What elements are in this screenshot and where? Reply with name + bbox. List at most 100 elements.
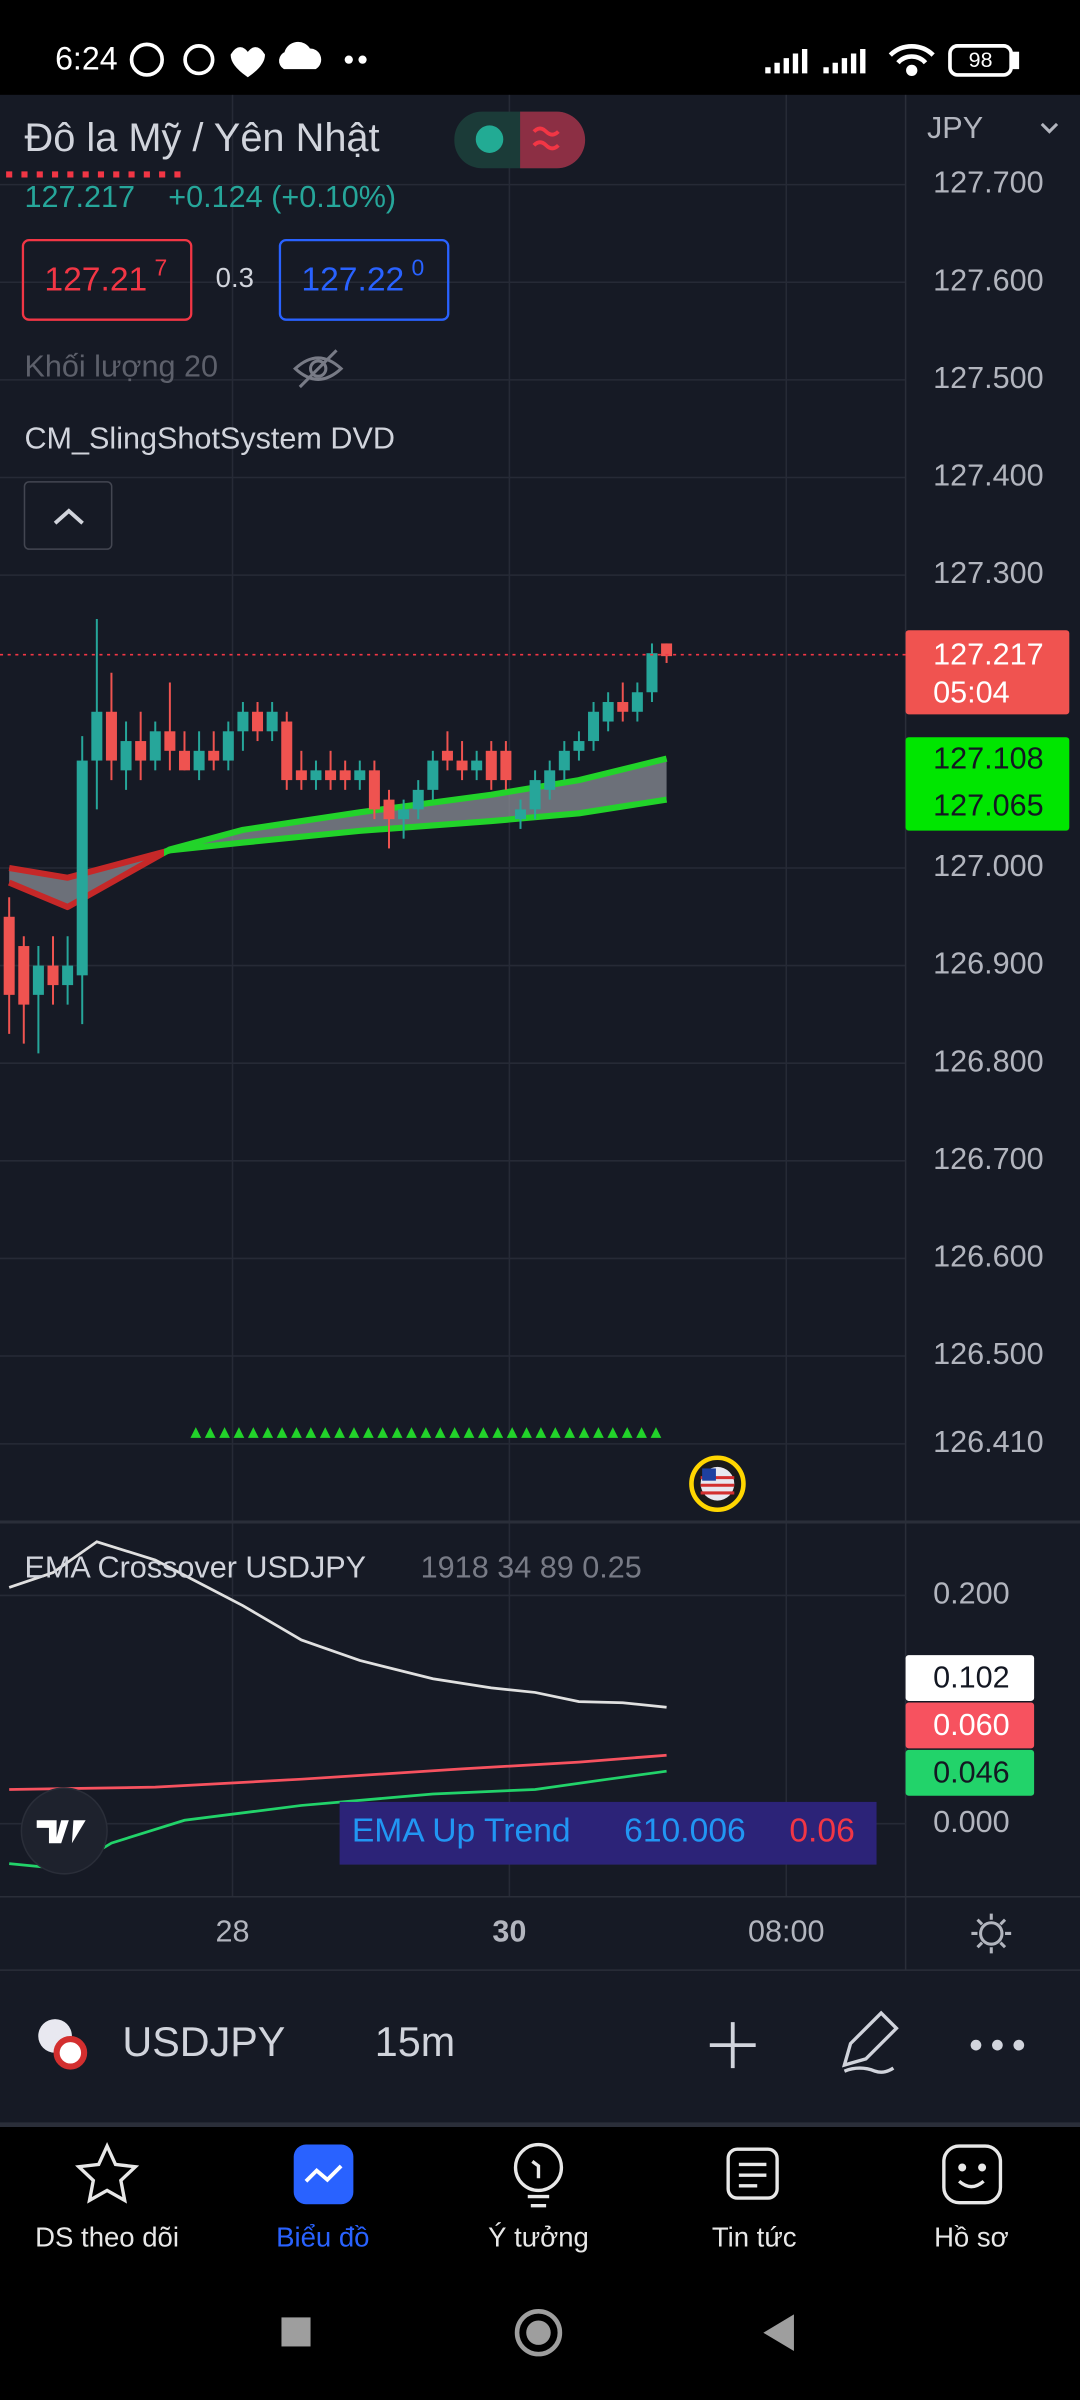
candle-body — [398, 809, 410, 820]
nav-label[interactable]: DS theo dõi — [35, 2222, 179, 2253]
collapse-button[interactable] — [23, 481, 113, 550]
tv-mark — [36, 1820, 86, 1844]
status-icons — [129, 41, 1020, 78]
osc-tick-label: 0.200 — [933, 1577, 1010, 1611]
candle-body — [500, 750, 512, 781]
interval[interactable]: 15m — [375, 2019, 455, 2065]
profile-icon[interactable] — [942, 2144, 1003, 2205]
candle-body — [529, 780, 541, 810]
battery: 98 — [969, 48, 993, 72]
symbol-title[interactable]: Đô la Mỹ / Yên Nhật — [24, 116, 379, 160]
grid — [0, 94, 906, 1897]
candle-body — [295, 770, 307, 781]
clock: 6:24 — [55, 41, 118, 77]
candle-body — [3, 916, 15, 995]
candle-body — [47, 965, 59, 986]
candle-body — [631, 692, 643, 712]
nav-label[interactable]: Biểu đồ — [276, 2222, 369, 2253]
candle-body — [208, 750, 220, 761]
nav-label[interactable]: Ý tưởng — [488, 2222, 589, 2253]
slingshot-indicator[interactable]: CM_SlingShotSystem DVD — [24, 422, 394, 456]
ideas-icon[interactable] — [513, 2142, 564, 2208]
ema-slow-label: 127.065 — [933, 789, 1044, 823]
sell-button[interactable] — [21, 239, 193, 321]
wave-icon — [532, 126, 560, 151]
more-button[interactable] — [970, 2039, 1025, 2051]
countdown: 05:04 — [933, 676, 1010, 710]
symbol-flag-2 — [53, 2035, 88, 2070]
candle-body — [222, 731, 234, 761]
watchlist-icon[interactable] — [75, 2142, 140, 2204]
nav-bg — [0, 2123, 1080, 2400]
candle-body — [266, 711, 278, 732]
last-price: 127.217 — [24, 180, 135, 214]
price-tick-label: 126.900 — [933, 947, 1044, 981]
last-price-box — [905, 630, 1070, 715]
currency[interactable]: JPY — [927, 111, 983, 145]
candle-body — [485, 750, 497, 781]
candle-body — [32, 965, 44, 995]
price-change: +0.124 (+0.10%) — [168, 180, 396, 214]
candle-body — [383, 799, 395, 820]
volume-indicator[interactable]: Khối lượng 20 — [24, 350, 218, 384]
draw-button[interactable] — [841, 2010, 899, 2074]
trend-text: EMA Up Trend — [352, 1812, 571, 1849]
price-axis: 127.700 127.600 127.500 127.400 127.300 127.0… — [933, 166, 1044, 1459]
price-tick-label: 126.500 — [933, 1337, 1044, 1371]
news-icon[interactable] — [726, 2147, 779, 2200]
candle-body — [602, 702, 614, 722]
candle-body — [558, 750, 570, 771]
candle-body — [120, 741, 132, 771]
status-pill — [520, 111, 586, 169]
candle-body — [368, 770, 380, 810]
candle-body — [544, 770, 556, 790]
osc-title[interactable]: EMA Crossover USDJPY — [24, 1550, 366, 1584]
recents-button[interactable] — [281, 2317, 311, 2347]
time-label: 08:00 — [748, 1915, 825, 1949]
spread: 0.3 — [216, 262, 254, 293]
candles — [3, 619, 673, 1054]
price-tick-label: 127.600 — [933, 263, 1044, 297]
osc-tick-label: 0.000 — [933, 1805, 1010, 1839]
sell-pip: 7 — [155, 254, 168, 280]
candle-body — [237, 711, 249, 732]
candle-body — [193, 750, 205, 771]
back-button[interactable] — [763, 2314, 794, 2352]
nav-label[interactable]: Hồ sơ — [934, 2222, 1009, 2253]
candle-body — [62, 965, 74, 986]
candle-body — [646, 653, 658, 693]
price-tick-label: 127.000 — [933, 849, 1044, 883]
candle-body — [573, 741, 585, 751]
home-button[interactable] — [514, 2308, 563, 2357]
trend-value: 610.006 — [624, 1812, 746, 1849]
price-tick-label: 127.700 — [933, 166, 1044, 200]
osc-value: 0.046 — [933, 1755, 1010, 1789]
candle-body — [105, 711, 117, 761]
osc-box — [905, 1749, 1035, 1796]
buy-signals — [190, 1427, 662, 1438]
candle-body — [91, 711, 103, 761]
hide-icon[interactable] — [292, 349, 344, 389]
osc-line — [8, 1540, 667, 1709]
add-button[interactable] — [709, 2022, 756, 2069]
chevron-up — [53, 508, 84, 525]
chart-glyph — [304, 2164, 343, 2183]
settings-icon[interactable] — [971, 1913, 1012, 1954]
candle-body — [76, 760, 88, 976]
buy-button[interactable] — [278, 239, 450, 321]
price-tick-label: 127.400 — [933, 459, 1044, 493]
candle-body — [617, 702, 629, 712]
candle-body — [354, 770, 366, 781]
nav-label[interactable]: Tin tức — [712, 2222, 797, 2253]
candle-body — [471, 760, 483, 771]
osc-box — [905, 1702, 1035, 1749]
price-tick-label: 126.410 — [933, 1425, 1044, 1459]
symbol[interactable]: USDJPY — [122, 2019, 285, 2065]
price-tick-label: 126.600 — [933, 1240, 1044, 1274]
candle-body — [135, 741, 147, 761]
candle-body — [281, 721, 293, 781]
sell-price: 127.21 — [44, 261, 147, 298]
chevron — [1040, 122, 1059, 134]
